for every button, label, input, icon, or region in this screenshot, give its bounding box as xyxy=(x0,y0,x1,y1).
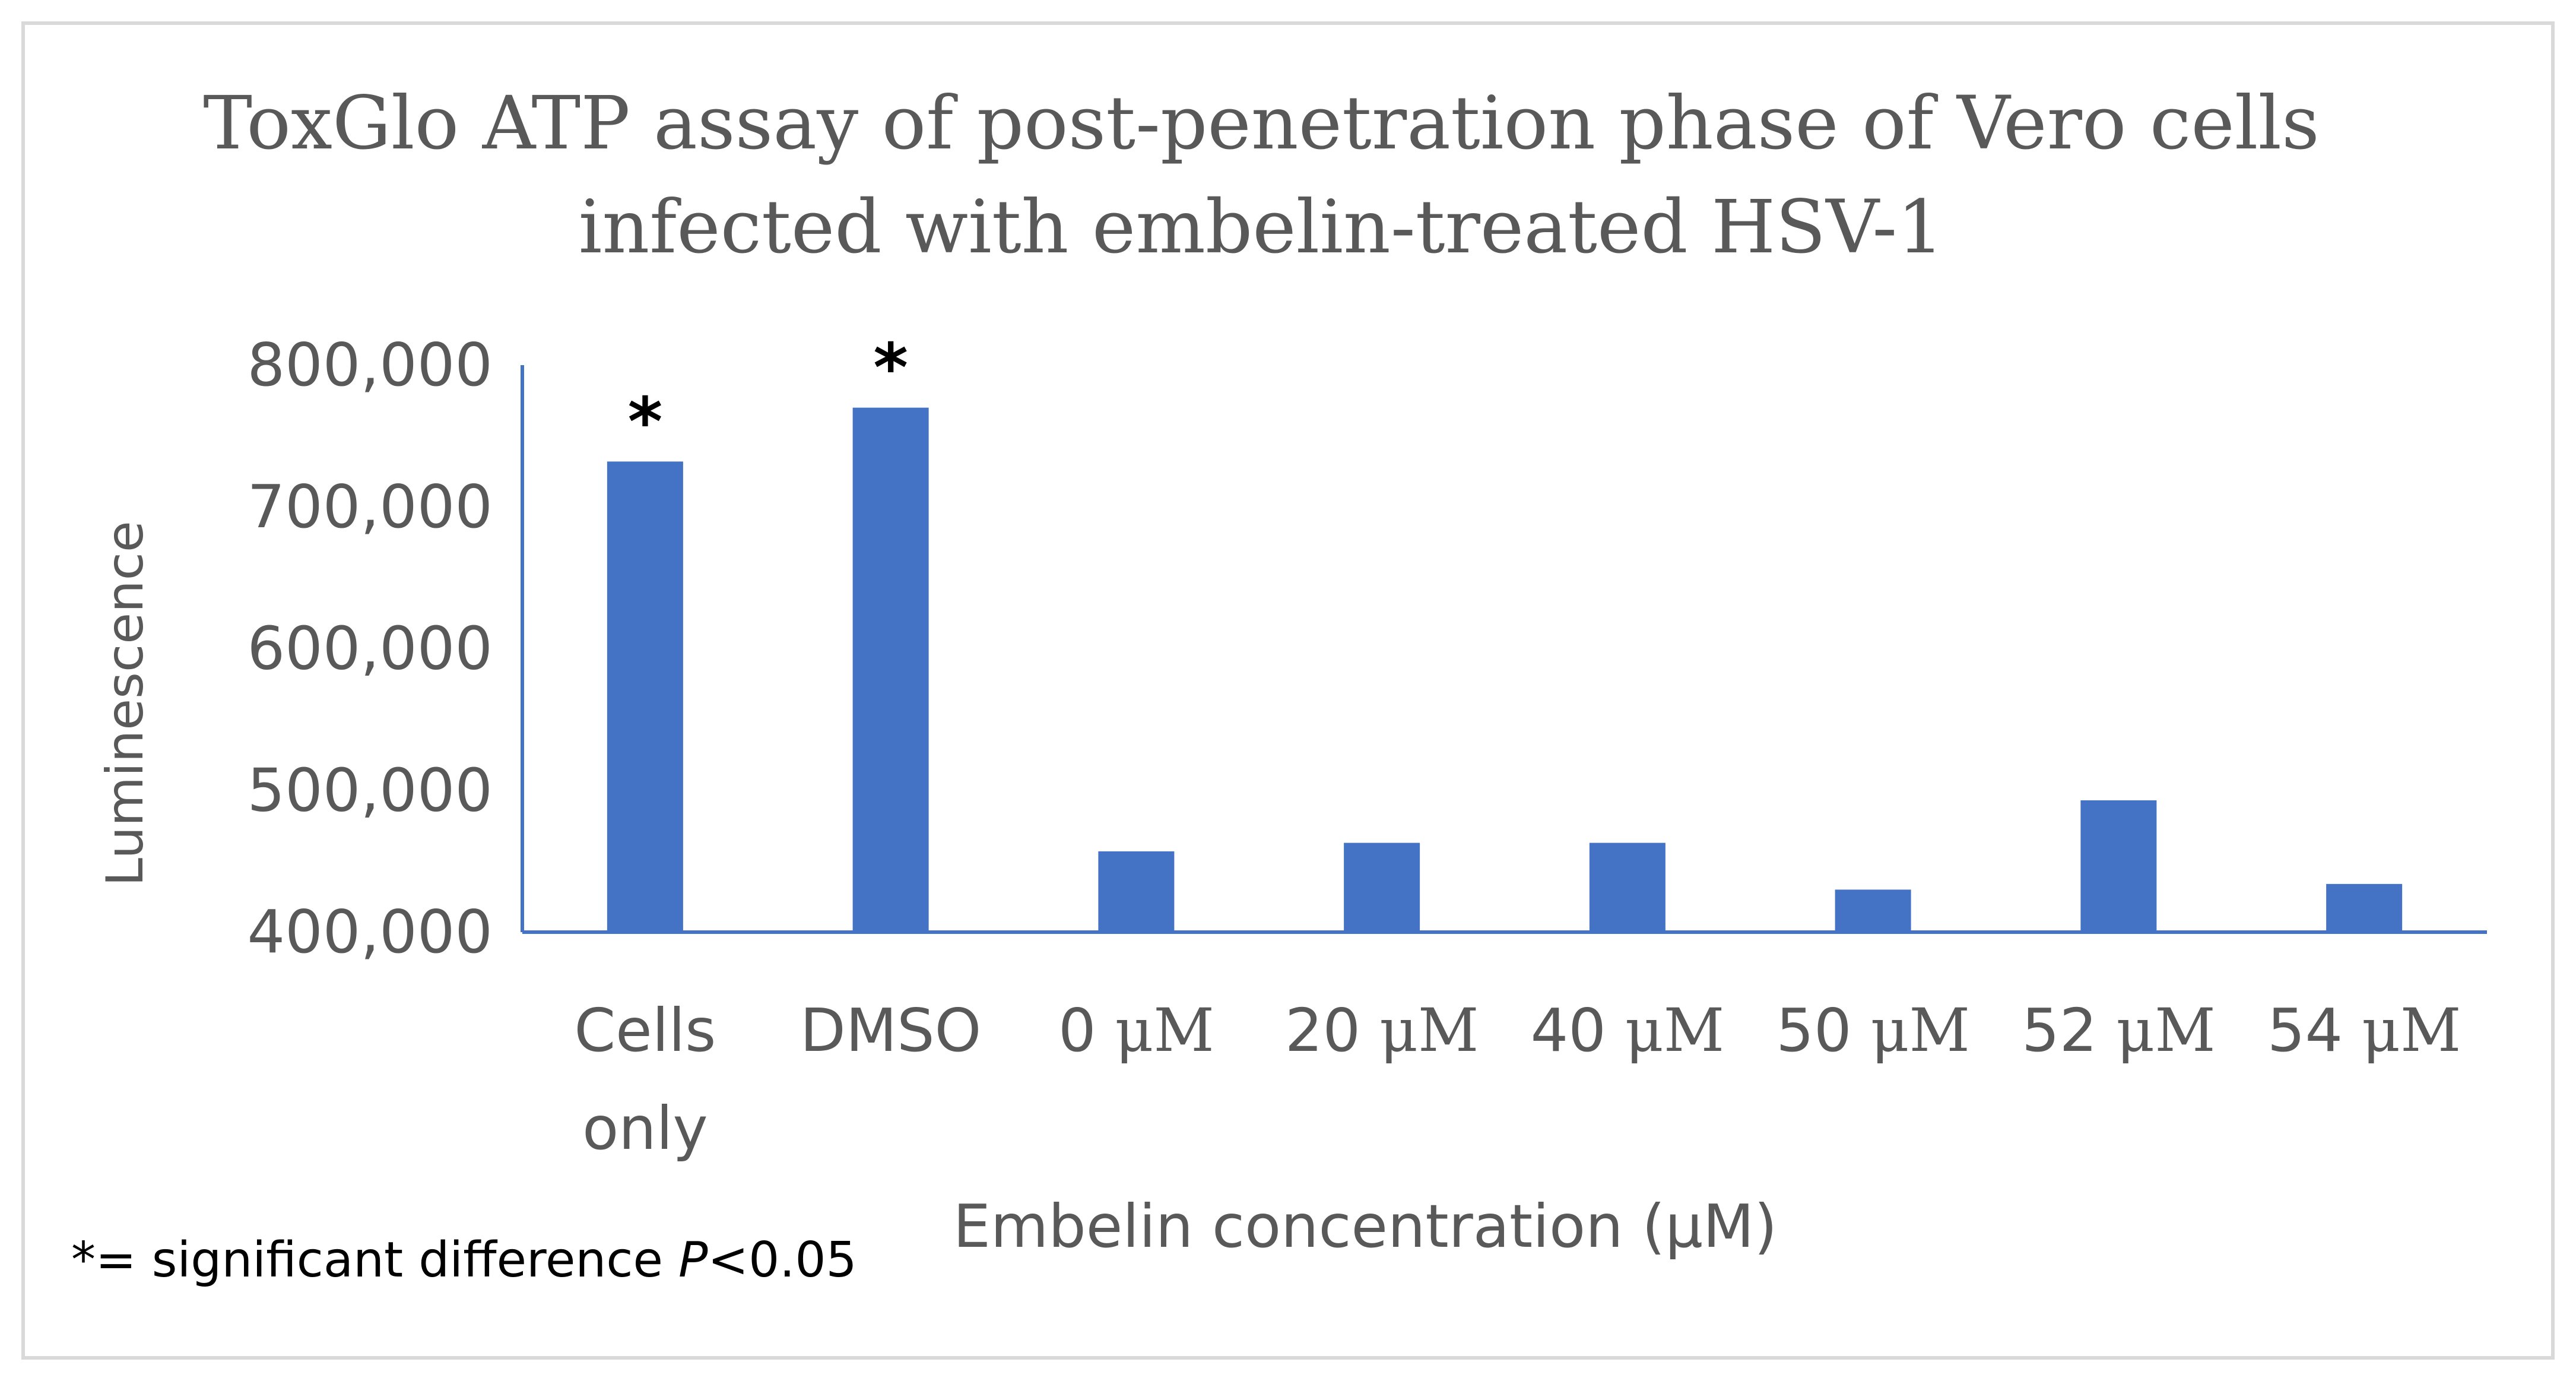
x-category-label: 0 μM xyxy=(1058,996,1214,1065)
y-tick-label: 700,000 xyxy=(247,472,493,541)
bars-group xyxy=(607,407,2403,932)
x-category-label: 20 μM xyxy=(1285,996,1479,1065)
x-category-label: 40 μM xyxy=(1531,996,1724,1065)
significance-footnote: *= significant difference P<0.05 xyxy=(71,1232,857,1288)
chart-title-line-1: ToxGlo ATP assay of post-penetration pha… xyxy=(203,81,2319,166)
x-category-label: only xyxy=(582,1094,708,1163)
significance-asterisk: * xyxy=(628,384,663,461)
x-category-label: 50 μM xyxy=(1776,996,1969,1065)
bar xyxy=(1344,842,1420,932)
x-category-label: DMSO xyxy=(800,996,981,1065)
bar xyxy=(2080,800,2157,932)
significance-asterisk: * xyxy=(873,330,908,407)
significance-markers: ** xyxy=(628,330,908,461)
bar xyxy=(1835,889,1911,932)
x-category-label: 52 μM xyxy=(2022,996,2215,1065)
x-axis-category-labels: Cells only DMSO 0 μM 20 μM 40 μM 50 μM 52 μM 54 … xyxy=(574,996,2461,1163)
x-category-label: 54 μM xyxy=(2267,996,2461,1065)
bar xyxy=(607,461,683,932)
y-axis-tick-labels: 400,000 500,000 600,000 700,000 800,000 xyxy=(247,330,493,967)
footnote-threshold: <0.05 xyxy=(708,1232,856,1288)
chart-title: ToxGlo ATP assay of post-penetration pha… xyxy=(203,81,2319,270)
footnote-p-symbol: P xyxy=(678,1232,708,1288)
bar xyxy=(1589,842,1665,932)
y-tick-label: 500,000 xyxy=(247,755,493,825)
footnote-prefix: *= significant difference xyxy=(71,1232,678,1288)
x-axis-label: Embelin concentration (μM) xyxy=(953,1192,1778,1261)
chart-frame xyxy=(21,21,2555,1360)
x-category-label: Cells xyxy=(574,996,716,1065)
y-tick-label: 400,000 xyxy=(247,897,493,967)
y-tick-label: 600,000 xyxy=(247,614,493,683)
bar xyxy=(2326,883,2403,932)
chart-title-line-2: infected with embelin-treated HSV-1 xyxy=(579,185,1944,270)
bar xyxy=(852,407,929,932)
y-tick-label: 800,000 xyxy=(247,330,493,400)
y-axis-label: Luminescence xyxy=(96,521,155,886)
bar xyxy=(1098,851,1175,932)
